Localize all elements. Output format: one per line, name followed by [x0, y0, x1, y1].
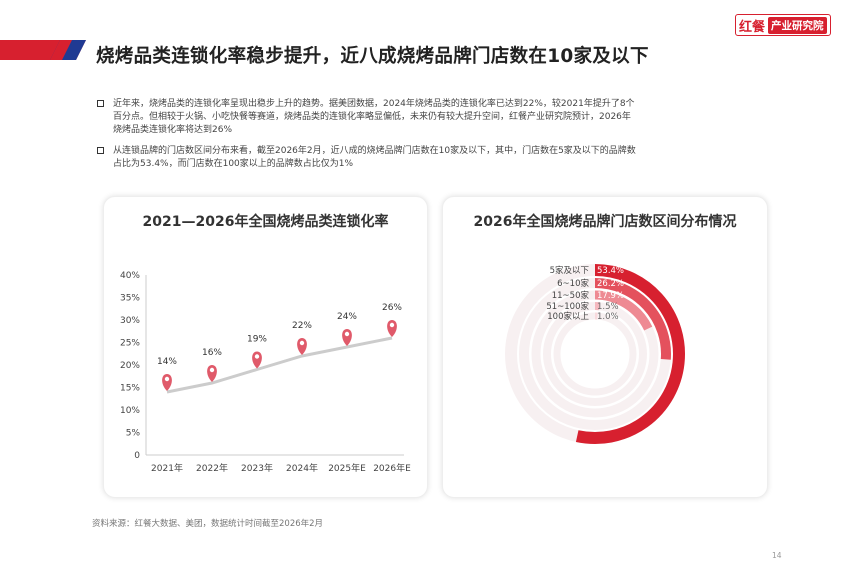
map-pin-icon	[207, 365, 217, 382]
pin-dot-icon	[164, 376, 170, 382]
bullet-line: 百分点。但相较于火锅、小吃快餐等赛道，烧烤品类的连锁化率略显偏低，未来仍有较大提…	[113, 112, 631, 122]
pin-dot-icon	[254, 354, 260, 359]
data-label: 26.2%	[597, 279, 624, 289]
pin-dot-icon	[389, 322, 395, 328]
legend-label: 11~50家	[552, 290, 590, 301]
data-label: 24%	[337, 312, 357, 322]
x-tick-label: 2022年	[196, 462, 228, 474]
map-pin-icon	[297, 338, 307, 355]
data-label: 53.4%	[597, 266, 624, 276]
line-chart-title: 2021—2026年全国烧烤品类连锁化率	[142, 214, 389, 230]
data-label: 16%	[202, 348, 222, 358]
data-point-marker	[342, 329, 352, 346]
source-note: 资料来源：红餐大数据、美团，数据统计时间截至2026年2月	[92, 519, 324, 529]
page-number: 14	[772, 551, 782, 560]
ring-segment	[594, 290, 653, 331]
y-tick-label: 25%	[120, 339, 140, 349]
pin-dot-icon	[299, 340, 305, 346]
data-label: 17.9%	[597, 291, 624, 301]
line-chart-card: 2021—2026年全国烧烤品类连锁化率 0 5% 10% 15% 20% 25% 30% 3…	[103, 196, 428, 498]
bullet-line: 近年来，烧烤品类的连锁化率呈现出稳步上升的趋势。据美团数据，2024年烧烤品类的…	[113, 99, 635, 109]
x-tick-label: 2025年E	[328, 462, 366, 474]
logo-text: 产业研究院	[768, 16, 827, 34]
ring-segment	[594, 278, 671, 360]
data-point-marker	[207, 365, 217, 382]
x-tick-label: 2024年	[286, 462, 318, 474]
logo-mark: 红餐	[739, 19, 766, 35]
data-point-marker	[297, 338, 307, 355]
legend-label: 100家以上	[547, 311, 589, 322]
data-label: 22%	[292, 321, 312, 331]
map-pin-icon	[387, 320, 397, 337]
ring-chart-card: 2026年全国烧烤品牌门店数区间分布情况 5家及以下 53.4% 6~10家 26.2…	[442, 196, 768, 498]
x-tick-label: 2023年	[241, 462, 273, 474]
bullet-square-icon	[97, 147, 104, 154]
map-pin-icon	[252, 351, 262, 369]
x-tick-label: 2026年E	[373, 462, 411, 474]
bullet-line: 占比为53.4%，而门店数在100家以上的品牌数占比仅为1%	[113, 159, 354, 169]
y-tick-label: 40%	[120, 271, 140, 281]
map-pin-icon	[162, 374, 172, 391]
legend-label: 51~100家	[546, 301, 589, 312]
data-label: 26%	[382, 303, 402, 313]
data-label: 14%	[157, 357, 177, 367]
y-tick-label: 20%	[120, 361, 140, 371]
y-tick-label: 0	[134, 451, 140, 461]
data-point-marker	[252, 351, 262, 369]
y-tick-label: 30%	[120, 316, 140, 326]
data-label: 1.5%	[597, 302, 619, 312]
bullet-item-1: 近年来，烧烤品类的连锁化率呈现出稳步上升的趋势。据美团数据，2024年烧烤品类的…	[97, 98, 767, 137]
series-line	[166, 336, 393, 394]
legend-label: 6~10家	[557, 278, 589, 289]
data-label: 19%	[247, 335, 267, 345]
y-tick-label: 15%	[120, 384, 140, 394]
bullet-item-2: 从连锁品牌的门店数区间分布来看，截至2026年2月，近八成的烧烤品牌门店数在10…	[97, 145, 767, 171]
pin-dot-icon	[344, 331, 350, 337]
title-accent-bar	[0, 40, 86, 60]
ring-track	[553, 312, 637, 396]
data-label: 1.0%	[597, 312, 619, 322]
line-chart: 0 5% 10% 15% 20% 25% 30% 35% 40% 2021年 2022年 2023年 2…	[120, 271, 411, 474]
bullet-line: 烧烤品类连锁化率将达到26%	[113, 125, 233, 135]
x-tick-label: 2021年	[151, 462, 183, 474]
data-point-marker	[387, 320, 397, 337]
y-tick-label: 10%	[120, 406, 140, 416]
bullet-square-icon	[97, 100, 104, 107]
legend-label: 5家及以下	[550, 265, 590, 276]
ring-chart-title: 2026年全国烧烤品牌门店数区间分布情况	[473, 214, 737, 230]
y-tick-label: 5%	[126, 429, 141, 439]
bullet-line: 从连锁品牌的门店数区间分布来看，截至2026年2月，近八成的烧烤品牌门店数在10…	[113, 146, 636, 156]
page-title: 烧烤品类连锁化率稳步提升，近八成烧烤品牌门店数在10家及以下	[96, 46, 649, 67]
map-pin-icon	[342, 329, 352, 346]
y-tick-label: 35%	[120, 294, 140, 304]
data-point-marker	[162, 374, 172, 391]
pin-dot-icon	[209, 367, 215, 373]
ring-segment	[575, 264, 685, 444]
ring-chart: 5家及以下 53.4% 6~10家 26.2% 11~50家 17.9% 51~100家 1.…	[505, 264, 685, 444]
logo: 红餐 产业研究院	[735, 14, 831, 36]
